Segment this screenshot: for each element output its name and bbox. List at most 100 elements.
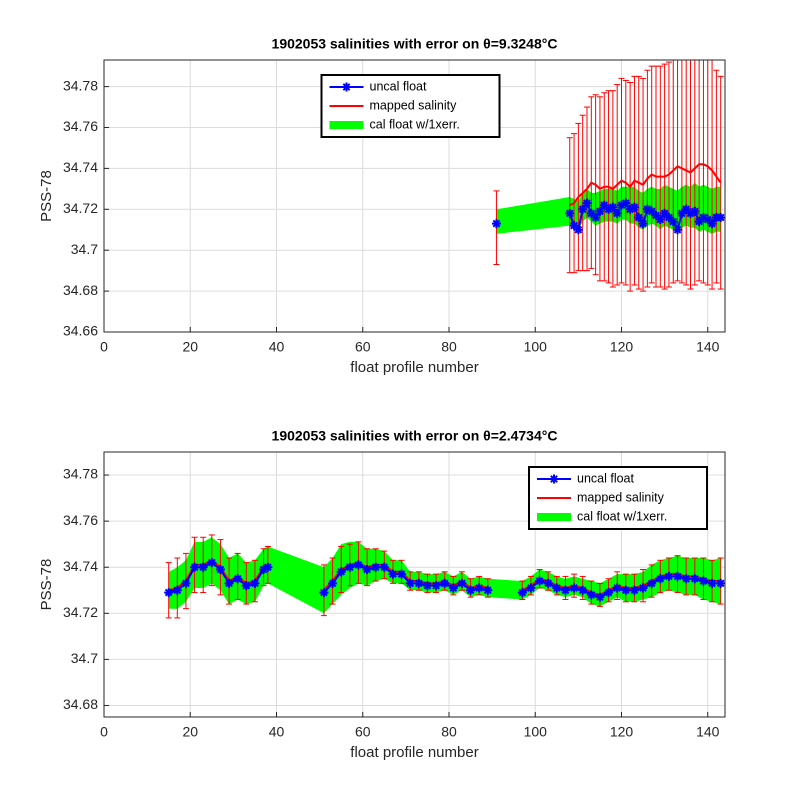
- marker: [664, 212, 674, 222]
- marker: [560, 585, 570, 595]
- legend: uncal float mapped salinity cal float w/1x…: [528, 466, 708, 530]
- x-tick-label: 80: [441, 724, 457, 740]
- marker: [651, 210, 661, 220]
- marker: [694, 217, 704, 227]
- y-tick-label: 34.72: [63, 604, 98, 620]
- marker: [604, 588, 614, 598]
- marker: [673, 225, 683, 235]
- marker: [379, 562, 389, 572]
- y-tick-label: 34.72: [63, 200, 98, 216]
- marker: [483, 585, 493, 595]
- marker: [552, 583, 562, 593]
- axes-box: [103, 59, 726, 333]
- legend-marker: [549, 474, 559, 484]
- legend-label: mapped salinity: [577, 490, 665, 504]
- marker: [215, 565, 225, 575]
- marker: [612, 208, 622, 218]
- marker: [241, 581, 251, 591]
- x-tick-label: 120: [610, 724, 634, 740]
- marker: [681, 574, 691, 584]
- marker: [582, 198, 592, 208]
- x-tick-label: 60: [355, 724, 371, 740]
- marker: [608, 202, 618, 212]
- x-tick-label: 0: [100, 339, 108, 355]
- marker: [604, 204, 614, 214]
- marker: [362, 565, 372, 575]
- y-tick-label: 34.78: [63, 466, 98, 482]
- marker: [595, 592, 605, 602]
- marker: [673, 571, 683, 581]
- x-tick-label: 100: [524, 724, 548, 740]
- marker: [634, 212, 644, 222]
- y-tick-label: 34.66: [63, 323, 98, 339]
- chart-title: 1902053 salinities with error on θ=9.324…: [272, 36, 558, 52]
- marker: [233, 574, 243, 584]
- x-tick-label: 140: [696, 724, 720, 740]
- marker: [586, 590, 596, 600]
- marker: [707, 578, 717, 588]
- axes-box: [103, 451, 726, 718]
- marker: [190, 562, 200, 572]
- marker: [397, 569, 407, 579]
- marker: [319, 588, 329, 598]
- marker: [164, 588, 174, 598]
- y-tick-label: 34.7: [71, 241, 98, 257]
- marker: [703, 215, 713, 225]
- x-tick-label: 120: [610, 339, 634, 355]
- marker: [716, 212, 725, 222]
- marker: [655, 574, 665, 584]
- marker: [422, 581, 432, 591]
- x-tick-label: 40: [269, 339, 285, 355]
- marker: [625, 204, 635, 214]
- marker: [457, 578, 467, 588]
- chart-title: 1902053 salinities with error on θ=2.473…: [272, 428, 558, 444]
- y-tick-label: 34.74: [63, 558, 98, 574]
- marker: [440, 578, 450, 588]
- marker: [565, 208, 575, 218]
- x-tick-label: 100: [524, 339, 548, 355]
- marker: [224, 578, 234, 588]
- x-tick-label: 40: [269, 724, 285, 740]
- marker: [353, 560, 363, 570]
- marker: [371, 562, 381, 572]
- marker: [642, 204, 652, 214]
- legend-label: uncal float: [577, 471, 635, 485]
- marker: [599, 200, 609, 210]
- legend-label: cal float w/1xerr.: [370, 117, 460, 131]
- y-tick-label: 34.68: [63, 282, 98, 298]
- marker: [578, 204, 588, 214]
- marker: [629, 585, 639, 595]
- marker: [621, 585, 631, 595]
- legend-label: cal float w/1xerr.: [577, 509, 667, 523]
- y-axis-label: PSS-78: [38, 559, 55, 611]
- marker: [716, 578, 725, 588]
- y-tick-label: 34.74: [63, 159, 98, 175]
- x-tick-label: 140: [696, 339, 720, 355]
- marker: [414, 578, 424, 588]
- marker: [578, 585, 588, 595]
- marker: [431, 581, 441, 591]
- marker: [259, 565, 269, 575]
- marker: [336, 567, 346, 577]
- marker: [263, 562, 273, 572]
- x-tick-label: 80: [441, 339, 457, 355]
- marker: [535, 576, 545, 586]
- marker: [664, 571, 674, 581]
- marker: [172, 585, 182, 595]
- marker: [621, 198, 631, 208]
- marker: [595, 206, 605, 216]
- marker: [617, 200, 626, 210]
- marker: [638, 219, 648, 229]
- y-tick-label: 34.76: [63, 118, 98, 134]
- marker: [388, 569, 398, 579]
- mapped-line: [569, 163, 722, 207]
- marker: [526, 583, 536, 593]
- plot-content: [164, 534, 725, 619]
- marker: [573, 225, 583, 235]
- marker: [198, 562, 208, 572]
- x-axis-label: float profile number: [350, 744, 478, 761]
- marker: [690, 206, 700, 216]
- marker: [474, 583, 484, 593]
- marker: [629, 202, 639, 212]
- marker: [517, 588, 527, 598]
